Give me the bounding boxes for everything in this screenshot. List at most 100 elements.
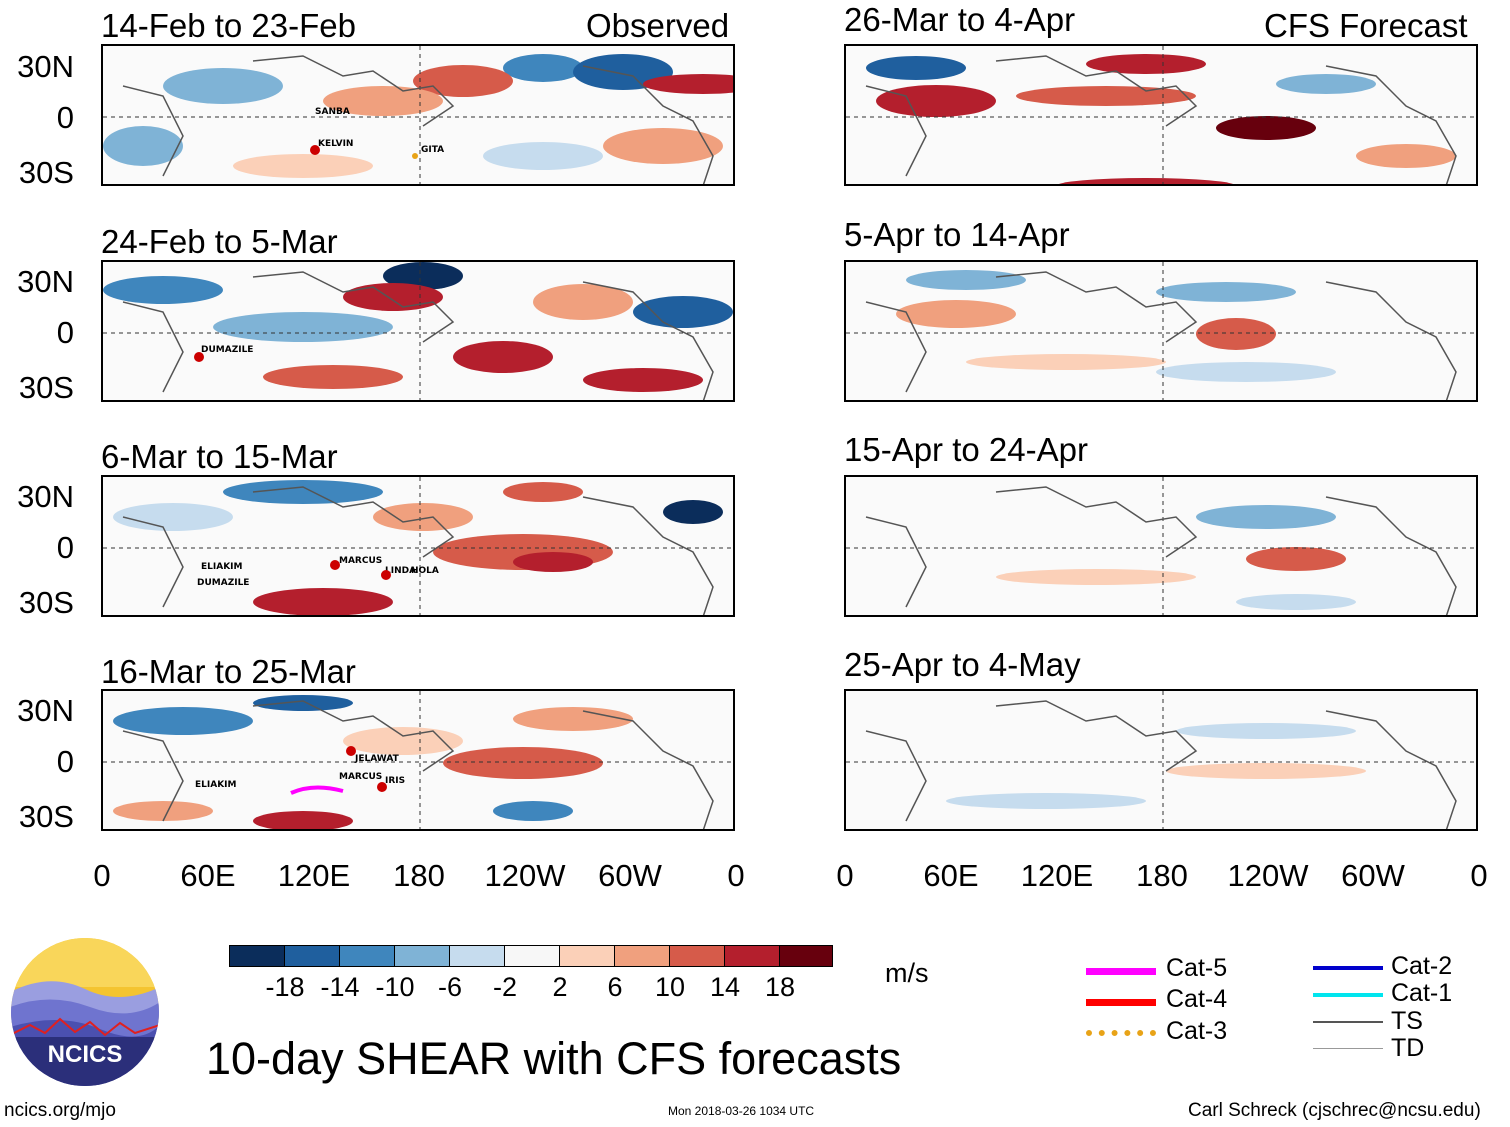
- shear-blob: [1086, 54, 1206, 74]
- lat-label: 30S: [18, 155, 74, 190]
- shear-blob: [503, 54, 583, 82]
- colorbar-unit: m/s: [885, 958, 929, 988]
- map-panel-observed-1: SANBA KELVIN GITA: [101, 44, 735, 186]
- shear-blob: [413, 65, 513, 97]
- legend-label: Cat-3: [1166, 1017, 1228, 1045]
- colorbar-label: -10: [375, 972, 415, 1002]
- shear-blob: [103, 276, 223, 304]
- lat-label: 0: [56, 100, 74, 135]
- shear-blob: [263, 365, 403, 389]
- lat-label: 30S: [18, 370, 74, 405]
- shear-blob: [113, 503, 233, 531]
- shear-blob: [533, 284, 633, 320]
- footer-timestamp: Mon 2018-03-26 1034 UTC: [668, 1104, 815, 1118]
- legend-label: Cat-5: [1166, 954, 1228, 982]
- colorbar-cell: [504, 945, 560, 967]
- shear-blob: [323, 86, 443, 116]
- shear-blob: [213, 312, 393, 342]
- panel-title: 24-Feb to 5-Mar: [101, 223, 338, 260]
- shear-blob: [876, 85, 996, 117]
- shear-blob: [1058, 178, 1234, 184]
- shear-blob: [223, 480, 383, 504]
- shear-blob: [1356, 144, 1456, 168]
- lon-label: 120E: [277, 858, 351, 893]
- legend-label: TS: [1391, 1007, 1423, 1035]
- coastline: [865, 700, 1457, 829]
- lon-label: 0: [1470, 858, 1488, 893]
- shear-blob: [1016, 86, 1196, 106]
- shear-blob: [1166, 763, 1366, 779]
- lon-label: 60E: [180, 858, 236, 893]
- shear-blob: [603, 128, 723, 164]
- lon-label: 0: [93, 858, 111, 893]
- main-title: 10-day SHEAR with CFS forecasts: [206, 1033, 902, 1084]
- shear-blob: [663, 500, 723, 524]
- coastline: [122, 486, 714, 615]
- lat-label: 30N: [17, 49, 74, 84]
- storm-label: SANBA: [315, 107, 350, 117]
- lat-label: 30S: [18, 585, 74, 620]
- colorbar-cell: [339, 945, 395, 967]
- shear-blob: [253, 695, 353, 711]
- panel-title: 5-Apr to 14-Apr: [844, 216, 1070, 253]
- colorbar-cell: [669, 945, 725, 967]
- storm-track: [290, 785, 344, 795]
- shear-blob: [1156, 362, 1336, 382]
- legend-line-ts: [1313, 1021, 1383, 1023]
- shear-blob: [966, 354, 1166, 370]
- colorbar-label: 2: [552, 972, 568, 1002]
- panel-title: 16-Mar to 25-Mar: [101, 653, 356, 690]
- logo-text: NCICS: [48, 1041, 123, 1068]
- lon-label: 120W: [1227, 858, 1309, 893]
- shear-blob: [513, 552, 593, 572]
- storm-marker: [377, 782, 387, 792]
- lat-label: 30S: [18, 799, 74, 834]
- shear-blob: [103, 126, 183, 166]
- storm-marker: [346, 746, 356, 756]
- panel-title: 14-Feb to 23-Feb: [101, 7, 356, 44]
- map-panel-observed-3: ELIAKIM DUMAZILE MARCUS LINDA HOLA: [101, 475, 735, 617]
- shear-blob: [1196, 505, 1336, 529]
- legend-line-cat4: [1086, 999, 1156, 1006]
- shear-blob: [866, 56, 966, 80]
- colorbar-label: -18: [265, 972, 305, 1002]
- storm-label: KELVIN: [318, 139, 353, 149]
- colorbar-label: -6: [437, 972, 462, 1002]
- coastline: [122, 55, 714, 184]
- storm-marker: [194, 352, 204, 362]
- colorbar-cell: [394, 945, 450, 967]
- shear-blob: [1176, 723, 1356, 739]
- shear-blob: [113, 707, 253, 735]
- shear-blob: [1216, 116, 1316, 140]
- panel-title: 26-Mar to 4-Apr: [844, 1, 1076, 38]
- shear-blob: [253, 588, 393, 615]
- storm-label: JELAWAT: [354, 754, 400, 764]
- storm-label: LINDA: [385, 566, 416, 576]
- panel-title: 6-Mar to 15-Mar: [101, 438, 338, 475]
- map-panel-forecast-4: [844, 689, 1478, 831]
- legend-line-cat2: [1313, 966, 1383, 970]
- footer-credit: Carl Schreck (cjschrec@ncsu.edu): [1188, 1100, 1481, 1121]
- footer-url[interactable]: ncics.org/mjo: [4, 1100, 116, 1121]
- observed-label: Observed: [586, 7, 730, 44]
- colorbar-cell: [284, 945, 340, 967]
- shear-blob: [906, 270, 1026, 290]
- coastline: [865, 486, 1457, 615]
- coastline: [865, 271, 1457, 400]
- lat-label: 0: [56, 530, 74, 565]
- shear-blob: [453, 341, 553, 373]
- lat-label: 0: [56, 744, 74, 779]
- storm-label: ELIAKIM: [201, 562, 243, 572]
- panel-title: 15-Apr to 24-Apr: [844, 431, 1088, 468]
- shear-blob: [946, 793, 1146, 809]
- shear-blob: [503, 482, 583, 502]
- shear-blob: [513, 707, 633, 731]
- lon-label: 180: [393, 858, 445, 893]
- shear-blob: [343, 283, 443, 311]
- shear-blob: [1156, 282, 1296, 302]
- shear-blob: [343, 727, 463, 755]
- colorbar-cell: [449, 945, 505, 967]
- lat-label: 0: [56, 315, 74, 350]
- lon-label: 120W: [484, 858, 566, 893]
- legend-label: TD: [1391, 1034, 1425, 1062]
